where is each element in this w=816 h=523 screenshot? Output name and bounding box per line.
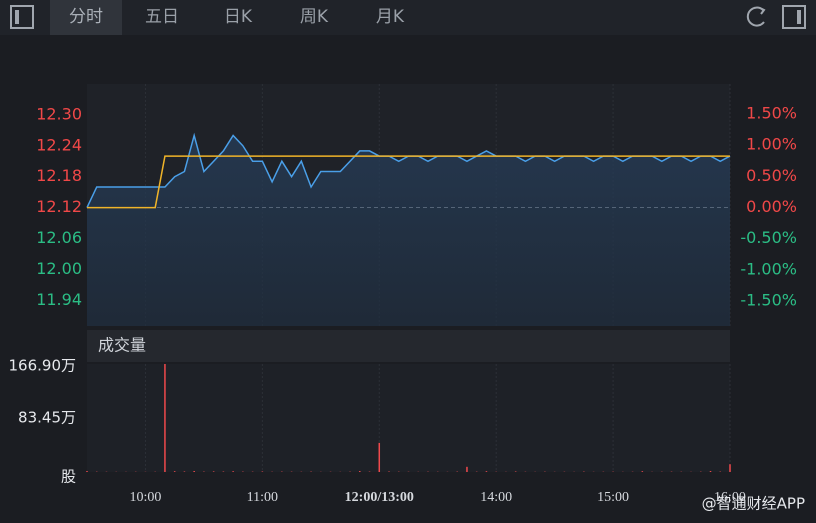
x-tick-label: 16:00 bbox=[714, 490, 746, 505]
y-tick-label: 12.18 bbox=[36, 166, 82, 185]
x-tick-label: 14:00 bbox=[480, 490, 512, 505]
volume-bar bbox=[709, 471, 712, 472]
price-area bbox=[87, 135, 730, 326]
volume-bar bbox=[173, 471, 176, 472]
toolbar-icons bbox=[10, 5, 806, 29]
volume-bar bbox=[212, 471, 215, 472]
x-tick-label: 12:00/13:00 bbox=[345, 490, 414, 505]
volume-bar bbox=[485, 471, 488, 472]
y-tick-label: 12.06 bbox=[36, 228, 82, 247]
volume-bar bbox=[261, 471, 264, 472]
tab-bar: 分时 五日 日K 周K 月K bbox=[0, 0, 816, 35]
y2-tick-label: -0.50% bbox=[740, 228, 797, 247]
y-tick-label: 12.24 bbox=[36, 135, 82, 154]
tab[interactable]: 月K bbox=[375, 7, 405, 27]
y2-tick-label: -1.50% bbox=[740, 291, 797, 310]
x-tick-label: 10:00 bbox=[130, 490, 162, 505]
y2-tick-label: 1.00% bbox=[746, 135, 797, 154]
volume-bar bbox=[164, 364, 166, 472]
y-tick-label: 12.30 bbox=[36, 104, 82, 123]
volume-bar bbox=[378, 442, 381, 472]
panel-icon[interactable] bbox=[782, 5, 806, 29]
volume-bar bbox=[359, 471, 361, 472]
volume-bar bbox=[232, 471, 234, 472]
y-tick-label: 11.94 bbox=[36, 290, 82, 309]
panel-icon-bar bbox=[797, 10, 801, 24]
tab[interactable]: 周K bbox=[299, 7, 329, 27]
y2-tick-label: 1.50% bbox=[746, 103, 797, 122]
y2-tick-label: -1.00% bbox=[740, 259, 797, 278]
volume-bar bbox=[466, 466, 468, 472]
y2-tick-label: 0.00% bbox=[746, 197, 797, 216]
y-tick-label: 股 bbox=[61, 468, 76, 486]
volume-bar bbox=[86, 471, 88, 472]
volume-bar bbox=[388, 471, 390, 472]
x-tick-label: 11:00 bbox=[247, 490, 278, 505]
tab[interactable]: 分时 bbox=[50, 0, 122, 35]
volume-bar bbox=[729, 464, 731, 472]
panel-icon[interactable] bbox=[10, 5, 34, 29]
y-tick-label: 12.00 bbox=[36, 259, 82, 278]
tab[interactable]: 日K bbox=[223, 7, 253, 27]
watermark: @智通财经APP bbox=[702, 495, 805, 513]
x-tick-label: 15:00 bbox=[597, 490, 629, 505]
y-tick-label: 12.12 bbox=[36, 197, 82, 216]
y-tick-label: 83.45万 bbox=[18, 409, 76, 427]
y-tick-label: 166.90万 bbox=[9, 357, 77, 375]
refresh-icon[interactable] bbox=[746, 6, 766, 27]
volume-bar bbox=[183, 471, 186, 472]
volume-plot-bg bbox=[87, 364, 730, 472]
volume-header bbox=[87, 330, 730, 362]
volume-bar bbox=[193, 471, 195, 472]
panel-icon-bar bbox=[15, 10, 19, 24]
y2-tick-label: 0.50% bbox=[746, 166, 797, 185]
tab[interactable]: 五日 bbox=[145, 7, 179, 27]
volume-title: 成交量 bbox=[98, 336, 146, 355]
volume-bar bbox=[514, 471, 517, 472]
volume-bar bbox=[641, 471, 644, 472]
average-line bbox=[87, 155, 730, 209]
